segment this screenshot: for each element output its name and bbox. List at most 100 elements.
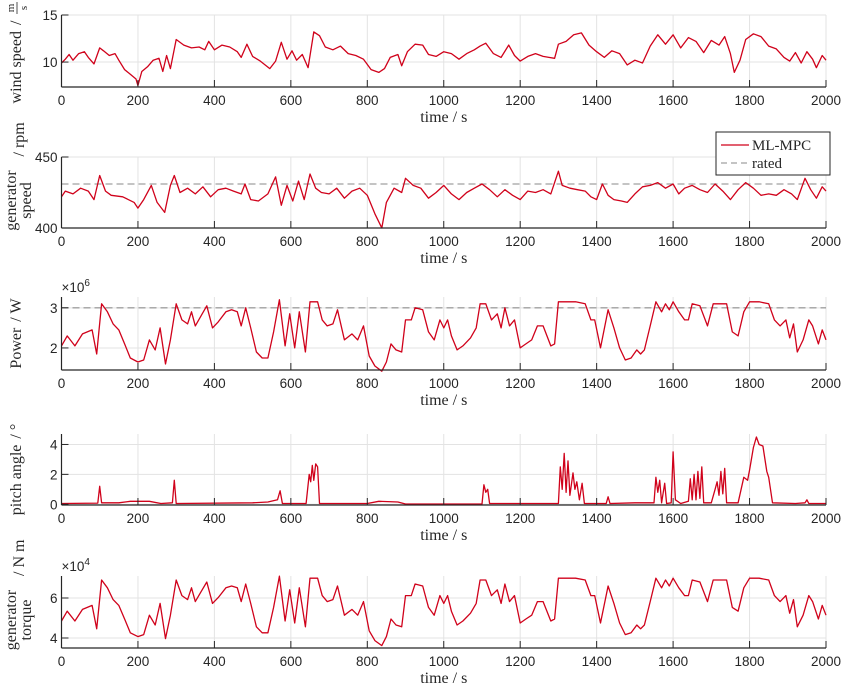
exponent-power: 4: [84, 557, 90, 568]
y-label-line-2: torque: [18, 600, 35, 641]
y-tick-label: 3: [50, 301, 58, 316]
x-tick-label: 800: [356, 234, 379, 249]
y-label-text: pitch angle: [8, 445, 25, 516]
series-line: [60, 575, 827, 647]
x-tick-label: 800: [356, 511, 379, 526]
x-tick-label: 1200: [505, 376, 535, 391]
y-label-text: wind speed: [8, 31, 25, 103]
x-tick-label: 1600: [658, 93, 688, 108]
x-tick-label: 200: [127, 376, 150, 391]
x-tick-label: 1000: [429, 511, 459, 526]
x-axis-label: time / s: [420, 392, 467, 409]
x-tick-label: 600: [280, 376, 303, 391]
x-tick-label: 1200: [505, 234, 535, 249]
x-axis-label: time / s: [420, 670, 467, 687]
x-tick-label: 0: [58, 376, 66, 391]
legend-label-series: ML-MPC: [752, 138, 811, 154]
x-tick-label: 1600: [658, 654, 688, 669]
x-tick-label: 0: [58, 234, 66, 249]
subplot-2: 0 200 400 600 800 1000 1200 1400 1600 1800 2000 400…: [3, 122, 841, 267]
legend: ML-MPC rated: [715, 131, 831, 176]
x-tick-label: 200: [127, 511, 150, 526]
x-tick-label: 600: [280, 654, 303, 669]
subplot-1: 0 200 400 600 800 1000 1200 1400 1600 1800 2000 10 1…: [5, 2, 841, 126]
x-tick-label: 400: [203, 654, 226, 669]
y-axis-label: pitch angle / °: [8, 424, 25, 515]
x-tick-label: 1000: [429, 234, 459, 249]
x-tick-label: 1200: [505, 511, 535, 526]
unit-numerator: m: [5, 3, 17, 12]
x-tick-label: 200: [127, 234, 150, 249]
x-tick-label: 2000: [811, 93, 841, 108]
y-label-line-1: generator: [3, 170, 20, 231]
exponent-power: 6: [84, 278, 90, 289]
y-tick-label: 2: [50, 341, 58, 356]
y-tick-label: 4: [50, 631, 58, 646]
x-tick-label: 1200: [505, 654, 535, 669]
x-axis-label: time / s: [420, 527, 467, 544]
x-tick-label: 1800: [735, 511, 765, 526]
x-tick-label: 1000: [429, 376, 459, 391]
y-label-unit: / rpm: [11, 122, 28, 157]
y-tick-label: 6: [50, 591, 58, 606]
x-tick-label: 2000: [811, 511, 841, 526]
y-label-line-2: speed: [18, 182, 35, 218]
unit-denominator: s: [18, 6, 30, 10]
x-tick-label: 0: [58, 654, 66, 669]
x-tick-label: 600: [280, 93, 303, 108]
y-tick-label: 4: [50, 437, 58, 452]
y-label-unit: /: [8, 20, 25, 25]
x-tick-label: 2000: [811, 654, 841, 669]
x-tick-label: 1200: [505, 93, 535, 108]
y-tick-label: 10: [42, 55, 57, 70]
x-tick-label: 600: [280, 511, 303, 526]
svg-text:pitch angle/ °: pitch angle / °: [8, 424, 25, 515]
x-tick-label: 400: [203, 93, 226, 108]
exponent-label: ×104: [62, 557, 91, 574]
x-tick-label: 400: [203, 376, 226, 391]
x-tick-label: 800: [356, 654, 379, 669]
legend-label-rated: rated: [752, 156, 782, 172]
x-axis-label: time / s: [420, 250, 467, 267]
y-label-line-1: generator: [3, 589, 20, 650]
subplot-3: 0 200 400 600 800 1000 1200 1400 1600 1800 2000 2 3 ×…: [8, 278, 841, 409]
x-tick-label: 200: [127, 93, 150, 108]
y-label-unit: / °: [8, 424, 25, 439]
legend-box: [715, 131, 831, 176]
series-line: [60, 299, 827, 372]
x-tick-label: 1000: [429, 654, 459, 669]
svg-text:wind speed/: wind speed /: [8, 20, 25, 103]
x-tick-label: 1400: [582, 654, 612, 669]
x-tick-label: 2000: [811, 376, 841, 391]
y-tick-label: 2: [50, 467, 58, 482]
x-tick-label: 1600: [658, 511, 688, 526]
exponent-base: ×10: [62, 280, 85, 295]
y-tick-label: 450: [35, 150, 58, 165]
y-axis-label: Power / W: [8, 298, 25, 369]
series-line: [61, 436, 826, 505]
x-tick-label: 1000: [429, 93, 459, 108]
x-tick-label: 1600: [658, 234, 688, 249]
y-axis-label: wind speed /: [8, 20, 25, 103]
x-tick-label: 1400: [582, 234, 612, 249]
exponent-base: ×10: [62, 559, 85, 574]
y-tick-label: 400: [35, 221, 58, 236]
x-tick-label: 800: [356, 93, 379, 108]
x-tick-label: 200: [127, 654, 150, 669]
x-tick-label: 600: [280, 234, 303, 249]
svg-text:Power/ W: Power / W: [8, 298, 25, 369]
x-tick-label: 400: [203, 511, 226, 526]
x-tick-label: 1400: [582, 376, 612, 391]
x-tick-label: 800: [356, 376, 379, 391]
x-tick-label: 1800: [735, 654, 765, 669]
x-tick-label: 0: [58, 511, 66, 526]
y-tick-label: 0: [50, 497, 58, 512]
y-label-text: Power: [8, 327, 25, 369]
x-tick-label: 1800: [735, 234, 765, 249]
x-tick-label: 0: [58, 93, 66, 108]
subplot-5: 0 200 400 600 800 1000 1200 1400 1600 1800 2000 4 6 ×…: [3, 539, 841, 687]
